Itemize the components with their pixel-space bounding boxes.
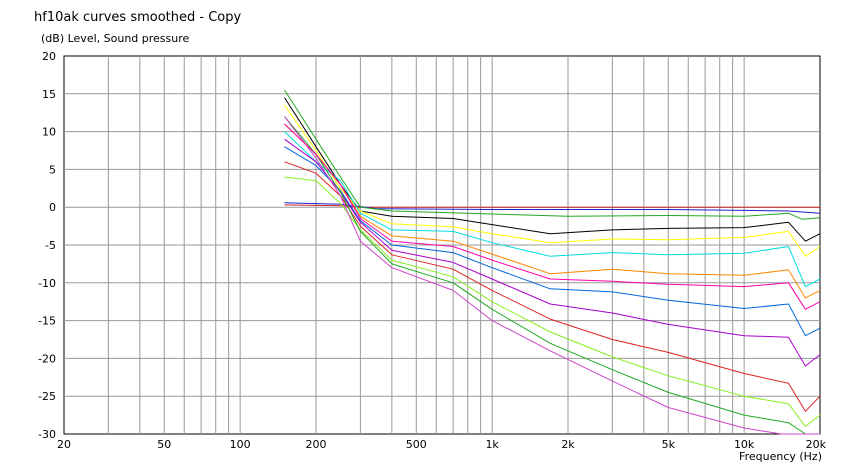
x-tick-label: 2k	[561, 438, 575, 451]
y-tick-label: 0	[49, 201, 56, 214]
x-tick-label: 50	[157, 438, 171, 451]
series-line-3	[284, 89, 821, 220]
y-ticks: 20 15 10 5 0 -5 -10 -15 -20 -25 -30	[38, 50, 56, 441]
x-tick-label: 20	[57, 438, 71, 451]
y-tick-label: 5	[49, 163, 56, 176]
y-tick-label: -25	[38, 390, 56, 403]
series-line-12	[284, 116, 820, 435]
chart-title: hf10ak curves smoothed - Copy	[34, 10, 242, 25]
y-tick-label: -30	[38, 428, 56, 441]
y-tick-label: -15	[38, 315, 56, 328]
x-tick-label: 20k	[806, 438, 827, 451]
series-line-9	[284, 138, 821, 367]
series-line-5	[284, 104, 821, 257]
x-axis-label: Frequency (Hz)	[739, 450, 822, 463]
series-line-8	[284, 146, 821, 337]
y-tick-label: 10	[42, 126, 56, 139]
y-tick-label: -5	[45, 239, 56, 252]
series-lines	[284, 89, 821, 435]
series-line-10	[284, 161, 821, 412]
series-line-13	[284, 116, 820, 435]
series-line-14	[284, 123, 821, 310]
series-line-11	[284, 176, 821, 427]
y-axis-label: (dB) Level, Sound pressure	[41, 32, 190, 45]
x-tick-label: 1k	[485, 438, 499, 451]
y-tick-label: 15	[42, 88, 56, 101]
x-tick-label: 5k	[662, 438, 676, 451]
series-line-6	[284, 131, 821, 288]
y-tick-label: -20	[38, 352, 56, 365]
x-tick-label: 200	[306, 438, 327, 451]
y-tick-label: 20	[42, 50, 56, 63]
x-ticks: 20 50 100 200 500 1k 2k 5k 10k 20k	[57, 438, 827, 451]
y-tick-label: -10	[38, 277, 56, 290]
x-tick-label: 500	[406, 438, 427, 451]
x-tick-label: 100	[230, 438, 251, 451]
x-tick-label: 10k	[734, 438, 755, 451]
series-line-1	[284, 204, 820, 208]
